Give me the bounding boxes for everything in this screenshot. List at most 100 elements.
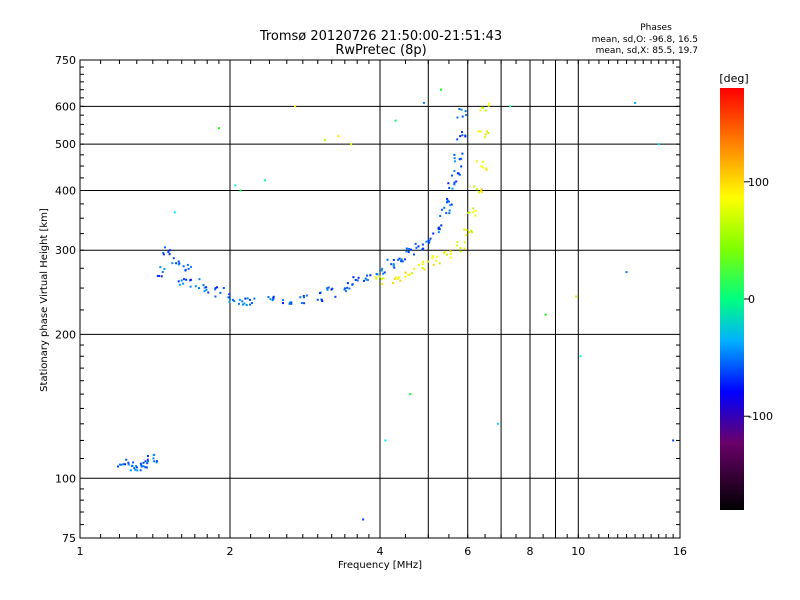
data-point bbox=[187, 267, 190, 270]
chart-title: Tromsø 20120726 21:50:00-21:51:43 bbox=[259, 29, 502, 44]
data-point bbox=[162, 251, 165, 254]
data-point bbox=[461, 131, 464, 134]
data-point bbox=[487, 104, 490, 107]
data-point bbox=[144, 466, 147, 469]
data-point bbox=[468, 211, 471, 214]
data-point bbox=[163, 246, 166, 249]
data-point bbox=[456, 241, 459, 244]
data-point bbox=[404, 275, 407, 278]
data-point bbox=[427, 239, 430, 242]
data-point bbox=[177, 260, 180, 263]
data-point bbox=[139, 462, 142, 465]
data-point bbox=[288, 302, 291, 305]
data-point bbox=[485, 167, 488, 170]
data-point bbox=[189, 285, 192, 288]
data-points bbox=[117, 88, 675, 521]
data-point bbox=[144, 460, 147, 463]
data-point bbox=[142, 465, 145, 468]
data-point bbox=[348, 287, 351, 290]
data-point bbox=[440, 208, 443, 211]
colorbar-tick-label: -100 bbox=[748, 410, 773, 423]
phase-stats-x: mean, sd,X: 85.5, 19.7 bbox=[596, 46, 698, 56]
data-point bbox=[432, 263, 435, 266]
data-point bbox=[133, 467, 136, 470]
data-point bbox=[135, 465, 138, 468]
data-point bbox=[458, 158, 461, 161]
data-point bbox=[456, 116, 459, 119]
data-point bbox=[392, 258, 395, 261]
data-point bbox=[366, 279, 369, 282]
data-point bbox=[271, 299, 274, 302]
data-point bbox=[463, 247, 466, 250]
data-point bbox=[182, 278, 185, 281]
data-point bbox=[409, 248, 412, 251]
data-point bbox=[185, 278, 188, 281]
data-point bbox=[234, 184, 237, 187]
data-point bbox=[321, 300, 324, 303]
data-point bbox=[139, 469, 142, 472]
data-point bbox=[352, 276, 355, 279]
data-point bbox=[459, 247, 462, 250]
data-point bbox=[458, 173, 461, 176]
data-point bbox=[380, 277, 383, 280]
data-point bbox=[214, 295, 217, 298]
data-point bbox=[453, 183, 456, 186]
data-point bbox=[135, 466, 138, 469]
data-point bbox=[451, 187, 454, 190]
data-point bbox=[178, 262, 181, 265]
x-tick-label: 2 bbox=[227, 545, 234, 558]
data-point bbox=[481, 160, 484, 163]
data-point bbox=[300, 301, 303, 304]
data-point bbox=[446, 199, 449, 202]
data-point bbox=[244, 297, 247, 300]
data-point bbox=[351, 283, 354, 286]
data-point bbox=[509, 105, 512, 108]
data-point bbox=[173, 211, 176, 214]
data-point bbox=[303, 302, 306, 305]
data-point bbox=[432, 255, 435, 258]
data-point bbox=[140, 463, 143, 466]
data-point bbox=[409, 393, 412, 396]
data-point bbox=[386, 258, 389, 261]
data-point bbox=[374, 276, 377, 279]
data-point bbox=[443, 206, 446, 209]
data-point bbox=[464, 135, 467, 138]
data-point bbox=[438, 228, 441, 231]
plot-frame bbox=[79, 59, 681, 539]
data-point bbox=[397, 258, 400, 261]
data-point bbox=[282, 299, 285, 302]
data-point bbox=[399, 279, 402, 282]
data-point bbox=[197, 287, 200, 290]
data-point bbox=[293, 105, 296, 108]
data-point bbox=[134, 468, 137, 471]
data-point bbox=[464, 110, 467, 113]
data-point bbox=[172, 257, 175, 260]
data-point bbox=[401, 260, 404, 263]
data-point bbox=[425, 240, 428, 243]
data-point bbox=[404, 258, 407, 261]
data-point bbox=[142, 461, 145, 464]
data-point bbox=[423, 268, 426, 271]
data-point bbox=[343, 288, 346, 291]
data-point bbox=[222, 287, 225, 290]
data-point bbox=[318, 292, 321, 295]
data-point bbox=[205, 288, 208, 291]
data-point bbox=[198, 278, 201, 281]
data-point bbox=[672, 439, 675, 442]
data-point bbox=[363, 279, 366, 282]
data-point bbox=[326, 287, 329, 290]
data-point bbox=[422, 247, 425, 250]
data-point bbox=[203, 290, 206, 293]
data-point bbox=[405, 250, 408, 253]
data-point bbox=[245, 304, 248, 307]
data-point bbox=[381, 267, 384, 270]
plot-grid bbox=[80, 60, 680, 538]
data-point bbox=[405, 247, 408, 250]
data-point bbox=[407, 250, 410, 253]
data-point bbox=[186, 263, 189, 266]
data-point bbox=[459, 135, 462, 138]
data-point bbox=[465, 228, 468, 231]
data-point bbox=[392, 264, 395, 267]
data-point bbox=[453, 169, 456, 172]
data-point bbox=[327, 286, 330, 289]
